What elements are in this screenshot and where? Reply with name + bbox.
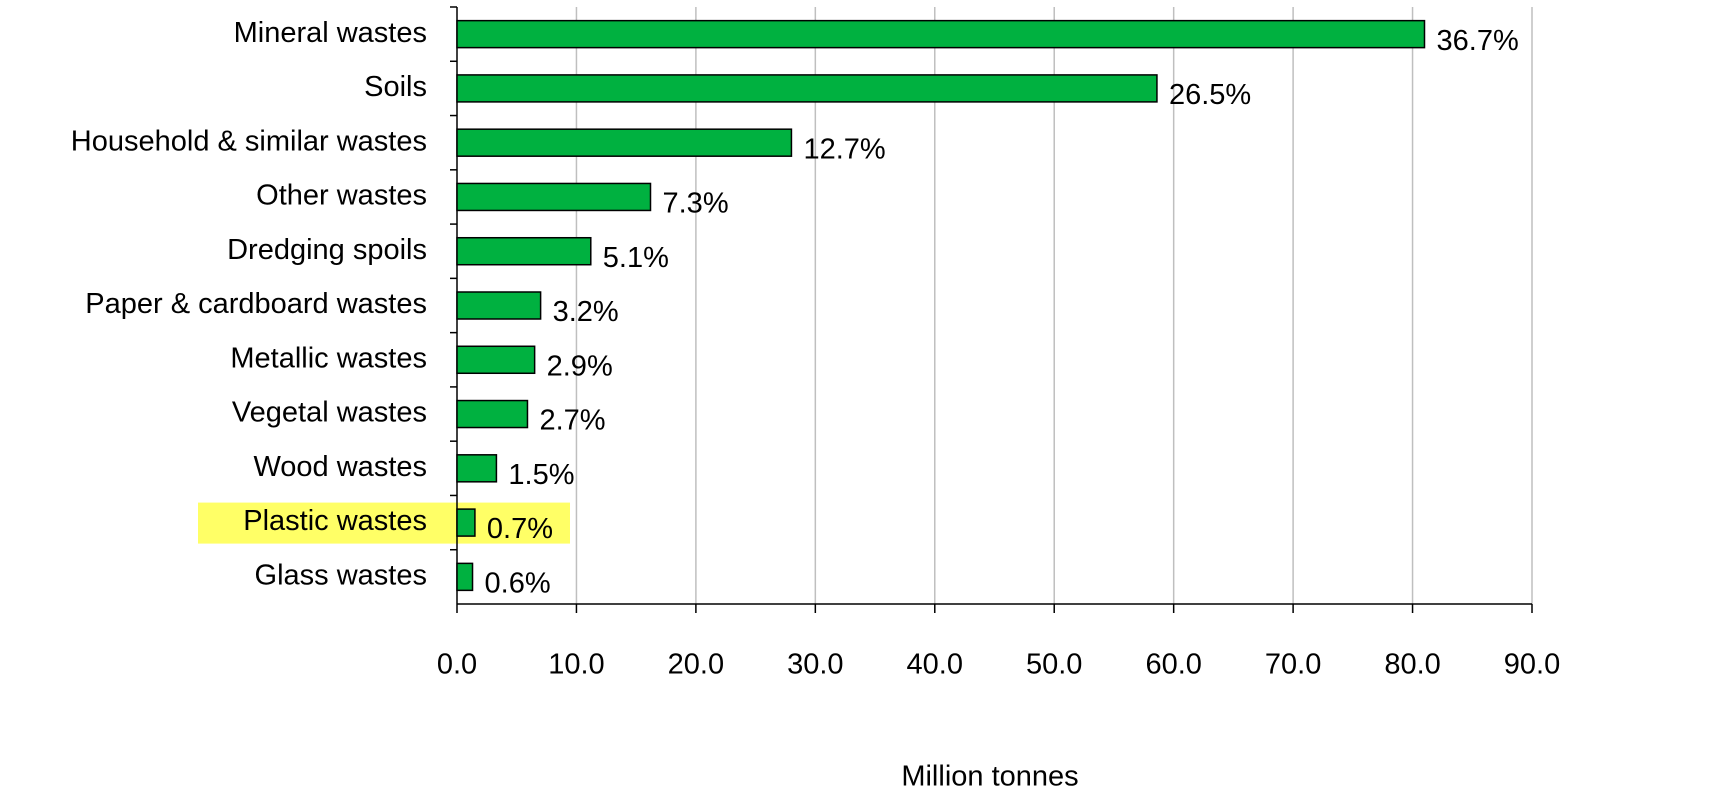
y-tick-label: Glass wastes xyxy=(255,560,427,592)
x-tick-label: 20.0 xyxy=(668,649,724,681)
data-label: 1.5% xyxy=(508,459,574,491)
data-label: 26.5% xyxy=(1169,79,1251,111)
x-tick-label: 10.0 xyxy=(548,649,604,681)
y-tick-label: Household & similar wastes xyxy=(71,125,427,157)
bar xyxy=(456,562,474,592)
y-tick-label: Plastic wastes xyxy=(243,505,427,537)
bar xyxy=(456,19,1426,49)
data-label: 36.7% xyxy=(1437,25,1519,57)
y-tick-label: Metallic wastes xyxy=(230,342,427,374)
bar xyxy=(456,236,592,266)
bar xyxy=(456,182,652,212)
x-tick-label: 40.0 xyxy=(907,649,963,681)
y-tick-label: Vegetal wastes xyxy=(232,397,427,429)
y-tick-label: Paper & cardboard wastes xyxy=(85,288,427,320)
y-tick-label: Other wastes xyxy=(256,180,427,212)
x-tick-label: 50.0 xyxy=(1026,649,1082,681)
data-label: 2.9% xyxy=(547,350,613,382)
x-tick-label: 30.0 xyxy=(787,649,843,681)
data-label: 12.7% xyxy=(803,133,885,165)
y-tick-label: Mineral wastes xyxy=(234,17,427,49)
data-label: 0.7% xyxy=(487,513,553,545)
x-tick-label: 0.0 xyxy=(437,649,477,681)
highlight xyxy=(198,502,570,544)
data-label: 0.6% xyxy=(485,568,551,600)
bar xyxy=(456,399,529,429)
y-tick-label: Dredging spoils xyxy=(227,234,427,266)
x-tick-label: 60.0 xyxy=(1145,649,1201,681)
data-label: 5.1% xyxy=(603,242,669,274)
x-tick-label: 70.0 xyxy=(1265,649,1321,681)
x-axis-title: Million tonnes xyxy=(901,761,1078,793)
data-label: 2.7% xyxy=(539,405,605,437)
y-tick-label: Soils xyxy=(364,71,427,103)
bar xyxy=(456,74,1158,103)
bar xyxy=(456,291,542,320)
bar xyxy=(456,345,536,375)
bar xyxy=(456,454,498,483)
bar xyxy=(456,128,793,157)
x-tick-label: 90.0 xyxy=(1504,649,1560,681)
data-label: 3.2% xyxy=(553,296,619,328)
data-label: 7.3% xyxy=(663,188,729,220)
x-tick-label: 80.0 xyxy=(1384,649,1440,681)
bar xyxy=(456,508,476,537)
y-tick-label: Wood wastes xyxy=(253,451,427,483)
